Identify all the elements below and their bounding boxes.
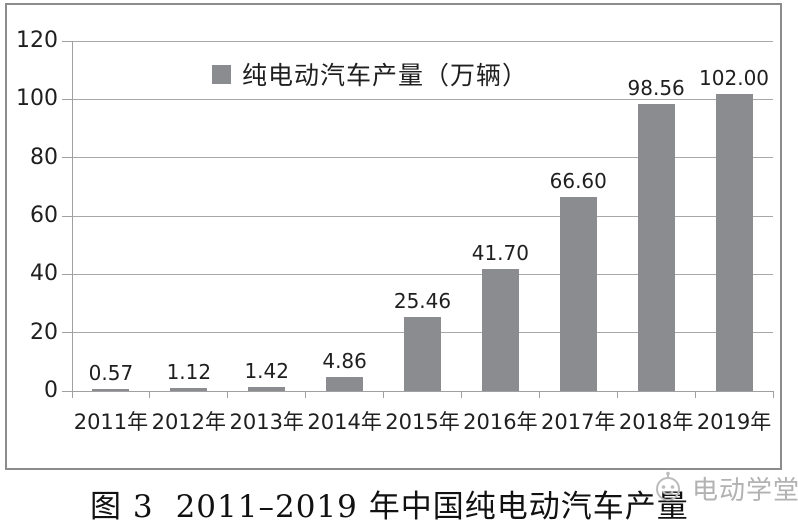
bar: [481, 269, 519, 391]
watermark-text: 电动学堂: [692, 476, 798, 506]
x-tick-label: 2018年: [618, 410, 694, 434]
x-tick-label: 2015年: [385, 410, 460, 434]
bar: [559, 196, 597, 391]
bar: [637, 103, 675, 391]
bar-value-label: 66.60: [549, 168, 607, 193]
bar-value-label: 4.86: [322, 348, 367, 373]
bar: [248, 386, 286, 391]
bar-value-label: 102.00: [699, 65, 770, 90]
y-axis: [72, 41, 73, 391]
y-tick: [62, 98, 72, 100]
x-tick-label: 2013年: [229, 410, 304, 434]
y-tick-label: 20: [30, 319, 58, 345]
legend-swatch-icon: [212, 64, 231, 84]
watermark-logo-icon: [652, 471, 684, 507]
x-tick: [772, 391, 774, 398]
x-tick: [305, 391, 307, 398]
x-tick: [383, 391, 385, 398]
y-tick: [62, 157, 72, 159]
bar-value-label: 25.46: [393, 288, 452, 313]
bar: [170, 387, 208, 391]
bar-value-label: 98.56: [627, 75, 685, 100]
gridline: [72, 40, 773, 42]
watermark: 电动学堂: [652, 470, 798, 507]
x-axis: [72, 390, 773, 392]
x-tick: [149, 391, 151, 398]
y-tick: [62, 273, 72, 275]
bar: [92, 389, 130, 391]
gridline: [72, 273, 773, 275]
gridline: [72, 157, 773, 159]
x-tick-label: 2016年: [463, 410, 538, 434]
x-tick: [71, 391, 73, 398]
y-tick: [62, 40, 72, 42]
x-tick-label: 2014年: [307, 410, 382, 434]
legend: 纯电动汽车产量（万辆）: [212, 59, 529, 90]
y-tick-label: 60: [30, 203, 58, 228]
bar: [404, 316, 441, 391]
y-tick: [62, 390, 72, 392]
bar: [715, 93, 753, 391]
x-tick: [460, 391, 462, 398]
bar-value-label: 0.57: [88, 361, 134, 386]
gridline: [72, 98, 773, 100]
y-tick-label: 0: [44, 378, 58, 403]
x-tick-label: 2017年: [541, 410, 616, 434]
x-tick-label: 2012年: [151, 410, 227, 434]
x-tick: [538, 391, 540, 398]
y-tick-label: 100: [16, 86, 58, 112]
gridline: [72, 215, 773, 217]
figure-caption: 图 3 2011–2019 年中国纯电动汽车产量: [90, 481, 689, 525]
bar-value-label: 1.12: [166, 359, 212, 384]
caption-title: 2011–2019 年中国纯电动汽车产量: [175, 489, 689, 525]
caption-number: 图 3: [90, 489, 154, 525]
y-tick-label: 120: [16, 28, 58, 53]
x-tick-label: 2011年: [73, 410, 149, 434]
y-tick: [62, 332, 72, 334]
y-tick: [62, 215, 72, 217]
y-tick-label: 40: [30, 261, 58, 287]
bar: [326, 376, 364, 391]
y-tick-label: 80: [30, 144, 58, 170]
x-tick: [694, 391, 696, 398]
x-tick-label: 2019年: [696, 410, 772, 434]
bar-value-label: 41.70: [471, 241, 529, 266]
bar-value-label: 1.42: [244, 358, 289, 383]
x-tick: [227, 391, 229, 398]
legend-label: 纯电动汽车产量（万辆）: [242, 61, 529, 90]
x-tick: [616, 391, 618, 398]
